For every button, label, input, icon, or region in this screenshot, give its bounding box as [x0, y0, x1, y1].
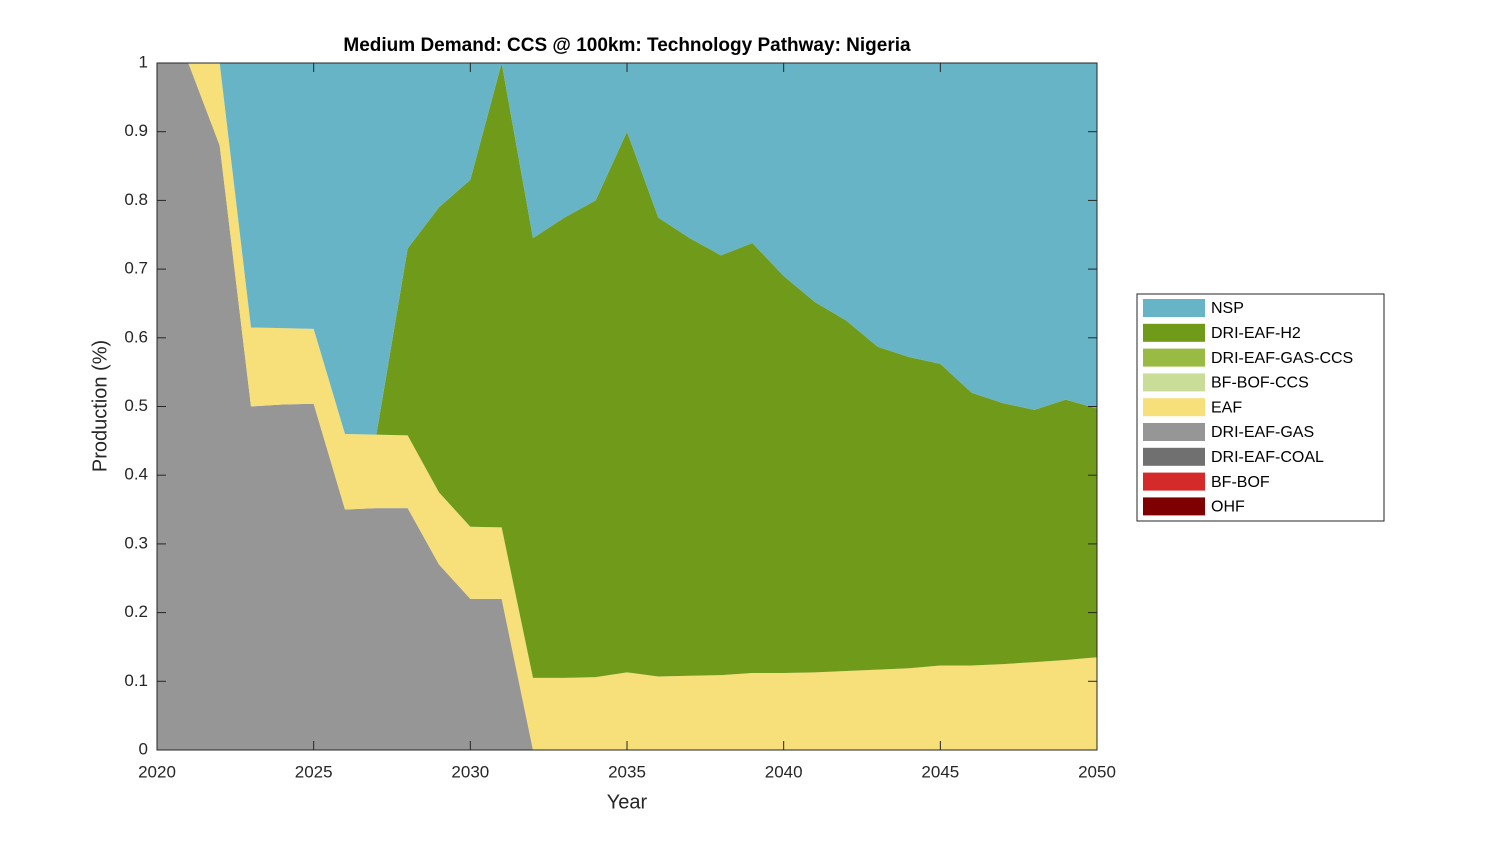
x-tick-label: 2025: [295, 762, 333, 781]
x-tick-label: 2030: [451, 762, 489, 781]
y-tick-label: 0.2: [124, 602, 148, 621]
x-tick-label: 2020: [138, 762, 176, 781]
x-axis-label: Year: [607, 791, 648, 813]
legend: NSP DRI-EAF-H2 DRI-EAF-GAS-CCS BF-BOF-CCS EA…: [1143, 299, 1353, 516]
legend-swatch: [1143, 299, 1205, 317]
legend-swatch: [1143, 423, 1205, 441]
y-tick-label: 0.7: [124, 259, 148, 278]
legend-label: DRI-EAF-COAL: [1211, 449, 1324, 466]
legend-label: DRI-EAF-GAS: [1211, 424, 1314, 441]
legend-label: DRI-EAF-GAS-CCS: [1211, 350, 1353, 367]
legend-label: OHF: [1211, 499, 1245, 516]
x-tick-label: 2045: [921, 762, 959, 781]
ticks: 2020 2025 2030 2035 2040 2045 2050 0 0.1 0.2 0.3 0.…: [124, 52, 1116, 781]
chart-title: Medium Demand: CCS @ 100km: Technology P…: [343, 35, 911, 56]
legend-swatch: [1143, 323, 1205, 342]
y-tick-label: 0.9: [124, 121, 148, 140]
area: [157, 63, 1097, 750]
legend-swatch: [1143, 472, 1205, 491]
legend-label: BF-BOF-CCS: [1211, 375, 1309, 392]
legend-label: NSP: [1211, 300, 1244, 317]
legend-swatch: [1143, 398, 1205, 417]
legend-swatch: [1143, 373, 1205, 392]
legend-swatch: [1143, 497, 1205, 516]
area: [157, 63, 1097, 678]
x-tick-label: 2050: [1078, 762, 1116, 781]
y-axis-label: Production (%): [89, 340, 111, 472]
y-tick-label: 0.6: [124, 327, 148, 346]
legend-label: DRI-EAF-H2: [1211, 325, 1301, 342]
y-tick-label: 0.8: [124, 190, 148, 209]
legend-swatch: [1143, 348, 1205, 367]
legend-label: BF-BOF: [1211, 474, 1270, 491]
x-tick-label: 2040: [765, 762, 803, 781]
y-tick-label: 0.3: [124, 533, 148, 552]
x-tick-label: 2035: [608, 762, 646, 781]
plot-area: [157, 63, 1097, 750]
legend-swatch: [1143, 447, 1205, 466]
legend-label: EAF: [1211, 399, 1242, 416]
y-tick-label: 0.1: [124, 671, 148, 690]
y-tick-label: 0: [139, 739, 148, 758]
area: [157, 63, 1097, 750]
y-tick-label: 0.5: [124, 396, 148, 415]
y-tick-label: 0.4: [124, 465, 148, 484]
area: [157, 63, 1097, 435]
y-tick-label: 1: [139, 52, 148, 71]
